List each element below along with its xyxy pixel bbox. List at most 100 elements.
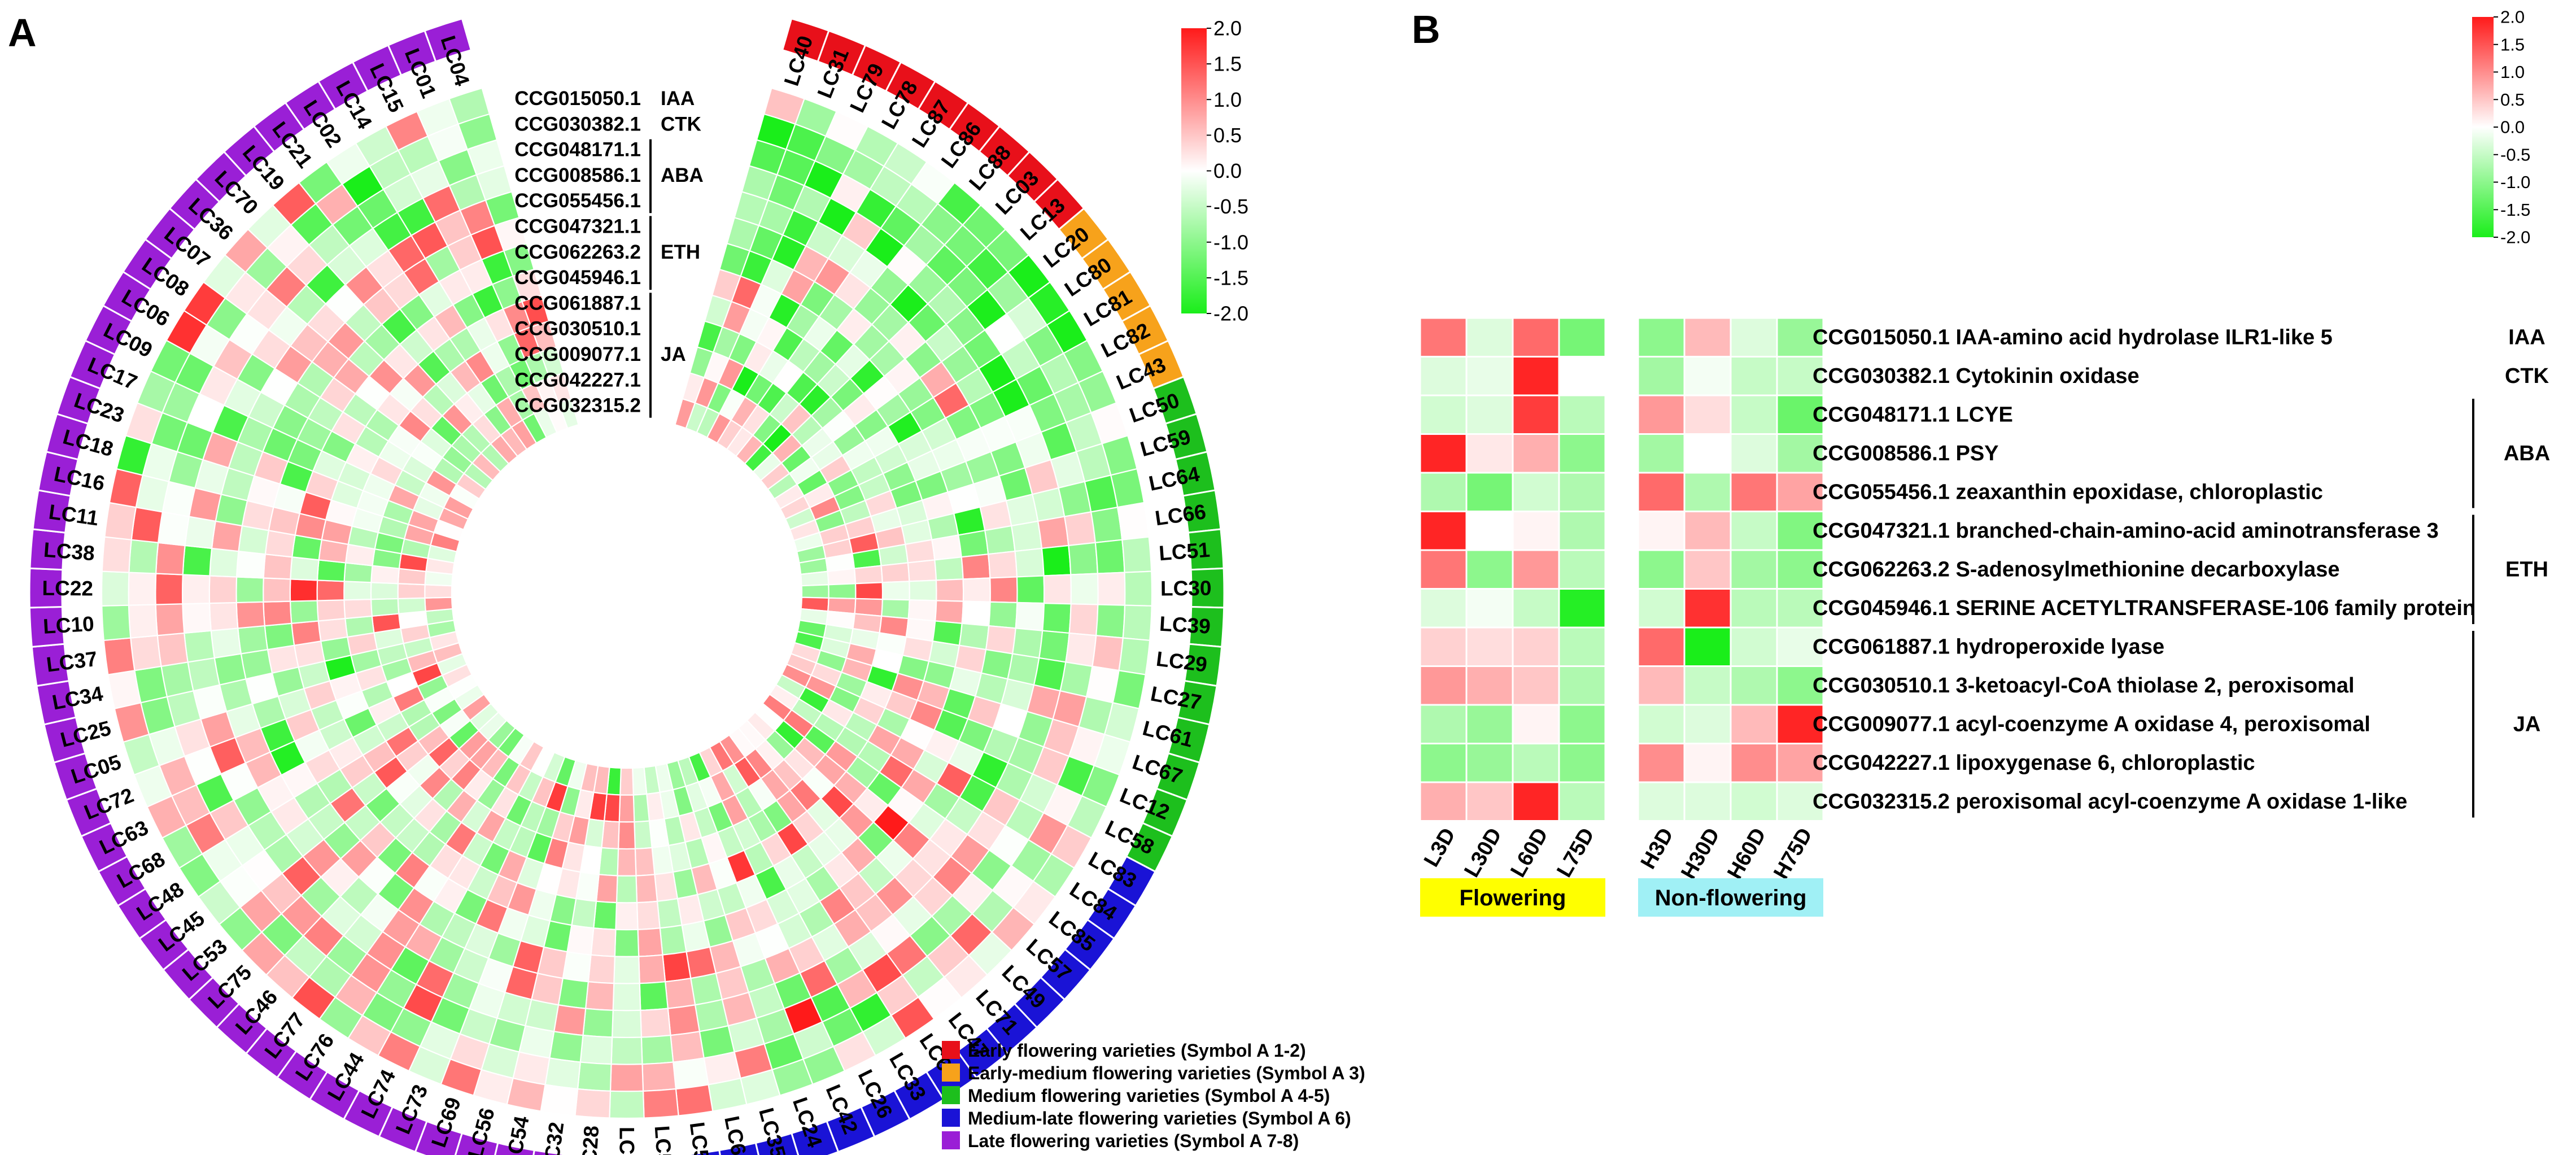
variety-label: LC32 [539,1121,569,1155]
heatmap-cell-h3d-row6 [1637,511,1686,551]
heatmap-cell-lc62-ccg030510-1 [611,1009,643,1039]
heatmap-column-label: L3D [1420,824,1460,871]
heatmap-row-label: CCG015050.1 IAA-amino acid hydrolase ILR… [1813,325,2333,349]
color-scale-tick-label: 2.0 [2500,7,2525,27]
heatmap-cell-lc52-ccg009077-1 [640,1034,674,1065]
heatmap-cell-lc55-ccg045946-1 [662,951,692,983]
gene-label: CCG030510.1 [514,318,641,340]
heatmap-cell-lc30-ccg008586-1 [881,581,910,601]
heatmap-cell-l30d-row13 [1465,781,1514,822]
heatmap-cell-lc38-ccg030510-1 [182,544,213,577]
variety-label: LC28 [577,1125,603,1155]
heatmap-cell-l3d-row6 [1419,511,1468,551]
heatmap-cell-lc51-ccg032315-2 [1121,536,1152,573]
heatmap-cell-lc37-ccg009077-1 [156,632,189,667]
heatmap-cell-l60d-row9 [1512,626,1560,667]
heatmap-cell-h75d-row3 [1776,394,1824,435]
heatmap-cell-lc38-ccg047321-1 [290,556,320,581]
heatmap-cell-l60d-row1 [1512,317,1560,358]
heatmap-cell-h3d-row12 [1637,743,1686,783]
gene-group-label: ETH [661,241,700,263]
heatmap-cell-h30d-row13 [1683,781,1732,822]
heatmap-cell-lc34-ccg045946-1 [240,648,273,680]
heatmap-cell-l3d-row11 [1419,704,1468,744]
color-scale-tick-label: 0.5 [1213,124,1242,147]
legend-label: Medium-late flowering varieties (Symbol … [968,1108,1351,1128]
heatmap-cell-l60d-row8 [1512,588,1560,629]
heatmap-cell-l60d-row13 [1512,781,1560,822]
heatmap-cell-lc28-ccg045946-1 [587,954,615,984]
heatmap-cell-lc22-ccg061887-1 [208,575,238,604]
heatmap-cell-h30d-row8 [1683,588,1732,629]
heatmap-cell-lc51-ccg062263-2 [960,553,991,580]
heatmap-cell-l3d-row12 [1419,743,1468,783]
heatmap-cell-lc30-ccg015050-1 [801,584,829,599]
heatmap-cell-lc62-ccg032315-2 [609,1090,645,1119]
heatmap-column-label: H3D [1636,824,1678,873]
heatmap-cell-lc30-ccg045946-1 [989,576,1018,604]
heatmap-cell-lc10-ccg042227-1 [128,604,158,639]
heatmap-cell-lc65-ccg032315-2 [708,1077,748,1112]
heatmap-cell-l60d-row10 [1512,665,1560,706]
heatmap-column-label: L60D [1506,824,1553,881]
heatmap-cell-lc11-ccg042227-1 [130,506,164,543]
heatmap-cell-lc30-ccg042227-1 [1097,572,1126,606]
heatmap-cell-l3d-row3 [1419,394,1468,435]
heatmap-cell-lc10-ccg009077-1 [155,603,185,637]
heatmap-cell-l75d-row1 [1558,317,1606,358]
panel-b-letter: B [1412,7,1440,51]
heatmap-cell-h60d-row12 [1730,743,1778,783]
heatmap-cell-h60d-row11 [1730,704,1778,744]
heatmap-cell-lc22-ccg045946-1 [235,576,264,604]
heatmap-cell-l3d-row1 [1419,317,1468,358]
heatmap-cell-l30d-row5 [1465,472,1514,512]
heatmap-cell-lc52-ccg032315-2 [642,1088,679,1119]
heatmap-cell-lc52-ccg008586-1 [634,847,656,877]
heatmap-column-label: L75D [1552,824,1599,881]
heatmap-row-label: CCG062263.2 S-adenosylmethionine decarbo… [1813,557,2340,581]
heatmap-cell-lc38-ccg042227-1 [128,539,159,574]
color-scale-b: 2.0 1.5 1.0 0.5 0.0 -0.5 -1.0 -1.5 -2.0 [2472,7,2530,247]
color-scale-tick-label: -0.5 [2500,145,2530,164]
heatmap-cell-lc30-ccg032315-2 [1124,570,1153,607]
heatmap-row-label: CCG032315.2 peroxisomal acyl-coenzyme A … [1813,790,2407,813]
group-track-lc55 [681,1149,721,1155]
heatmap-cell-lc30-ccg030382-1 [828,583,857,600]
heatmap-cell-lc55-ccg055456-1 [654,871,679,902]
heatmap-cell-lc62-ccg015050-1 [619,767,634,796]
flowering-group-legend: Early flowering varieties (Symbol A 1-2)… [942,1040,1365,1151]
heatmap-cell-h75d-row9 [1776,626,1824,667]
heatmap-cell-lc52-ccg062263-2 [637,927,663,957]
heatmap-cell-lc38-ccg009077-1 [155,542,186,576]
heatmap-cell-lc62-ccg062263-2 [614,929,640,957]
heatmap-cell-lc22-ccg015050-1 [424,584,453,599]
heatmap-cell-lc39-ccg045946-1 [988,601,1018,629]
heatmap-cell-lc51-ccg030510-1 [1041,544,1072,577]
color-scale-tick-label: 1.5 [1213,53,1242,76]
heatmap-cell-lc55-ccg009077-1 [670,1031,705,1063]
heatmap-cell-lc66-ccg045946-1 [984,525,1016,555]
heatmap-cell-h3d-row2 [1637,356,1686,396]
heatmap-cell-l30d-row10 [1465,665,1514,706]
circular-gene-labels: CCG015050.1 CCG030382.1 CCG048171.1 CCG0085… [514,88,704,418]
heatmap-cell-l30d-row8 [1465,588,1514,629]
heatmap-cell-lc22-ccg047321-1 [289,578,318,602]
legend-label: Early flowering varieties (Symbol A 1-2) [968,1040,1306,1061]
gene-label: CCG042227.1 [514,369,641,391]
heatmap-cell-lc11-ccg030510-1 [184,516,217,550]
color-scale-tick-label: 1.0 [1213,88,1242,111]
heatmap-cell-lc10-ccg047321-1 [289,600,319,624]
heatmap-cell-h75d-row2 [1776,356,1824,396]
gene-label: CCG045946.1 [514,267,641,289]
heatmap-cell-lc39-ccg055456-1 [907,599,937,622]
heatmap-column-label: L30D [1460,824,1507,881]
heatmap-cell-l3d-row8 [1419,588,1468,629]
legend-label: Early-medium flowering varieties (Symbol… [968,1063,1365,1083]
heatmap-cell-l60d-row2 [1512,356,1560,396]
variety-label: LC30 [1160,577,1212,600]
color-scale-tick-label: 2.0 [1213,17,1242,40]
color-scale-tick-label: -0.5 [1213,195,1248,218]
heatmap-cell-h3d-row1 [1637,317,1686,358]
heatmap-cell-l30d-row4 [1465,433,1514,474]
heatmap-row-label: CCG030510.1 3-ketoacyl-CoA thiolase 2, p… [1813,674,2355,698]
